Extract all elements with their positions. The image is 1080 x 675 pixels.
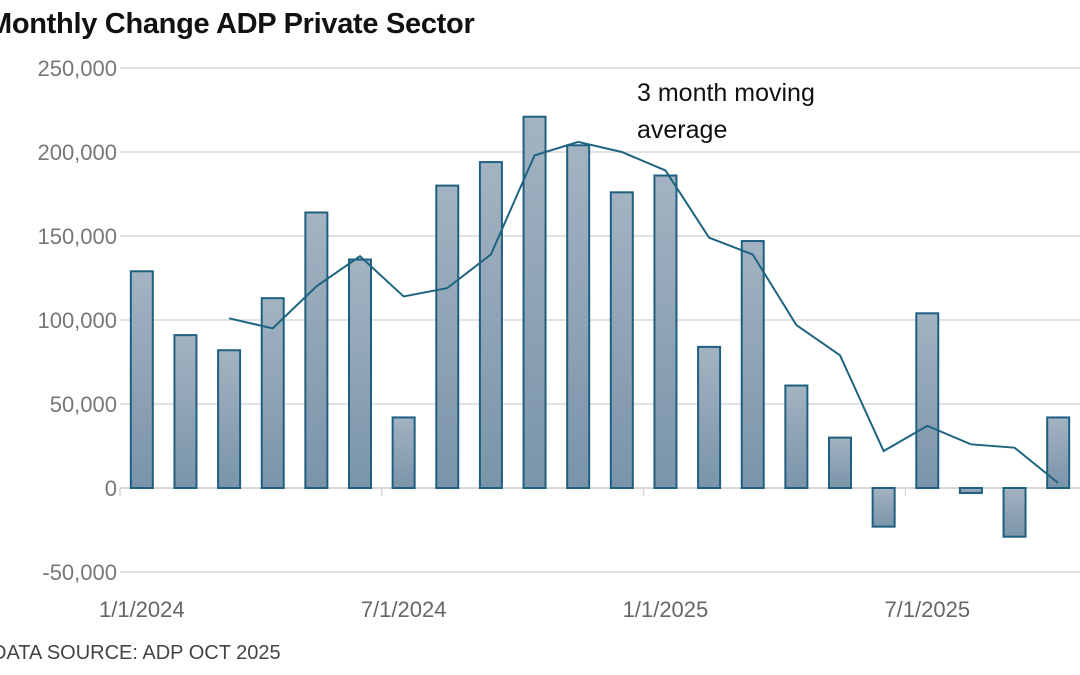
data-source-note: DATA SOURCE: ADP OCT 2025 <box>0 642 281 664</box>
annotation-line-1: 3 month moving <box>637 79 815 107</box>
bar-2024-10 <box>522 115 547 489</box>
y-tick-label: 150,000 <box>37 224 117 249</box>
bar-2024-11 <box>566 144 591 489</box>
bar-2024-09 <box>478 161 503 490</box>
y-tick-label: 50,000 <box>50 392 117 417</box>
bar-2024-04 <box>260 297 285 489</box>
bar-2025-04 <box>784 384 809 489</box>
bar-2024-03 <box>217 349 242 489</box>
bar-2024-12 <box>609 191 634 489</box>
chart-title: Monthly Change ADP Private Sector <box>0 8 475 40</box>
bar-2025-07 <box>915 312 940 489</box>
bar-2025-06 <box>871 487 896 528</box>
bar-2025-01 <box>653 174 678 490</box>
bar-2024-08 <box>435 184 460 489</box>
bar-2024-07 <box>391 416 416 489</box>
y-tick-label: 0 <box>105 476 117 501</box>
y-tick-label: 100,000 <box>37 308 117 333</box>
bar-2025-03 <box>740 240 765 489</box>
x-tick-label: 1/1/2025 <box>623 597 709 622</box>
bar-2025-05 <box>828 436 852 490</box>
bar-2024-06 <box>348 258 372 489</box>
y-tick-label: 200,000 <box>37 140 117 165</box>
moving-average-line <box>228 140 1059 484</box>
x-tick-label: 1/1/2024 <box>99 597 185 622</box>
x-tick-label: 7/1/2024 <box>361 597 447 622</box>
y-tick-label: 250,000 <box>37 56 117 81</box>
bar-2025-02 <box>697 345 722 489</box>
annotation-line-2: average <box>637 116 727 144</box>
x-tick-label: 7/1/2025 <box>884 597 970 622</box>
y-tick-label: -50,000 <box>42 560 117 585</box>
bar-2025-09 <box>1002 487 1027 538</box>
bar-2024-05 <box>304 211 329 489</box>
bar-2025-08 <box>958 487 983 495</box>
bar-2024-01 <box>129 270 154 489</box>
bar-2025-10 <box>1046 416 1071 489</box>
bar-2024-02 <box>173 334 198 489</box>
